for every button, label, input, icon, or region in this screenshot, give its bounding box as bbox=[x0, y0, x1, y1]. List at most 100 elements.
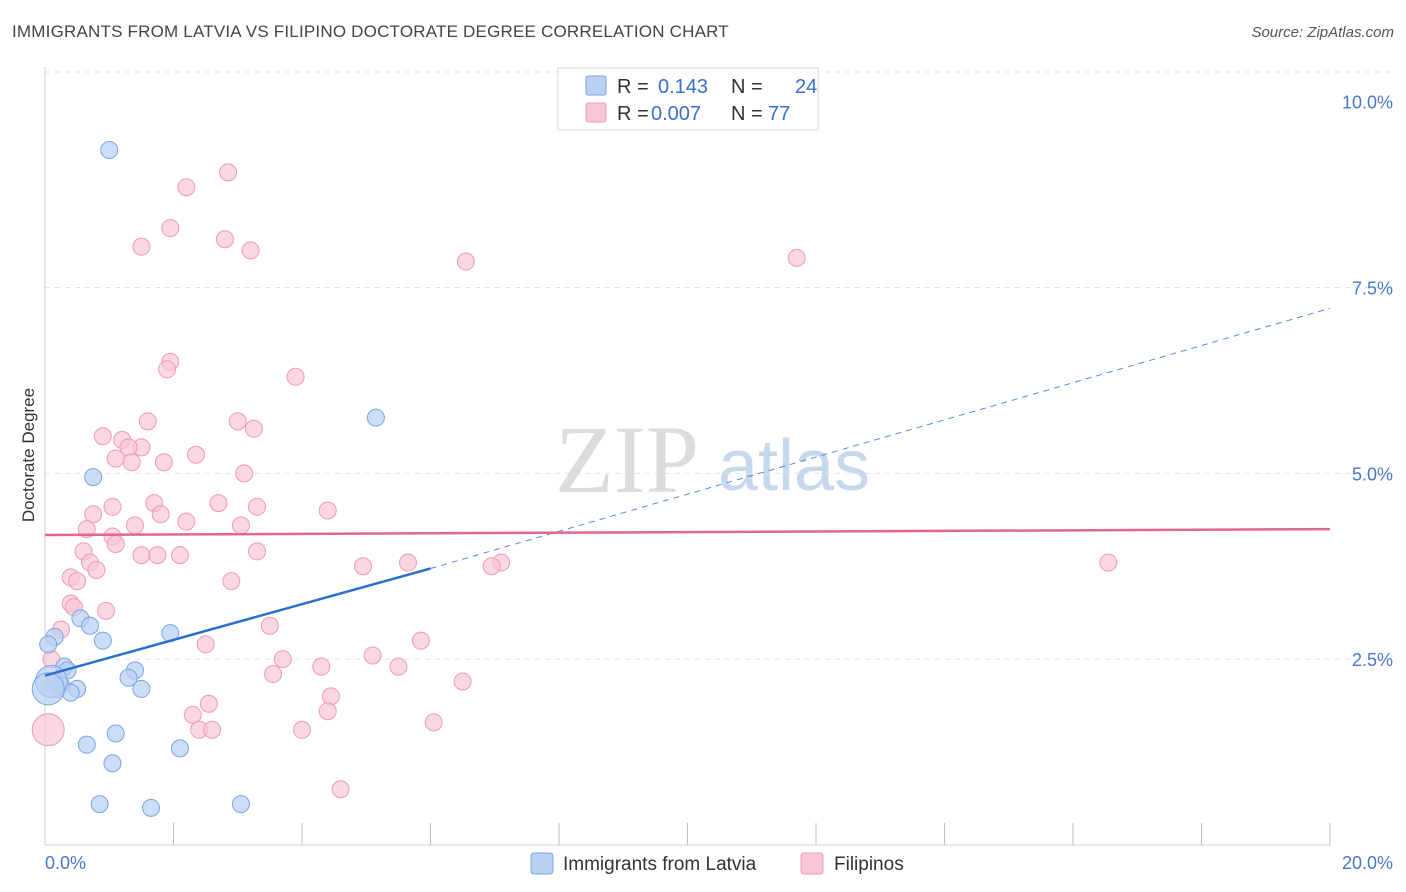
point-pink-20 bbox=[122, 453, 141, 472]
point-pink-69 bbox=[318, 702, 337, 721]
point-pink-46 bbox=[87, 560, 106, 579]
point-pink-68 bbox=[199, 694, 218, 713]
trend-line-latvia-projection bbox=[430, 307, 1331, 569]
point-pink-27 bbox=[318, 501, 337, 520]
point-blue-4 bbox=[39, 635, 58, 654]
point-pink-75 bbox=[331, 780, 350, 799]
point-pink-2 bbox=[161, 219, 180, 238]
point-blue-15 bbox=[119, 668, 138, 687]
point-pink-10 bbox=[286, 367, 305, 386]
point-pink-58 bbox=[363, 646, 382, 665]
point-pink-13 bbox=[244, 419, 263, 438]
point-pink-19 bbox=[106, 449, 125, 468]
series-latvia-points bbox=[31, 141, 385, 817]
legend-blue-r-label: R = bbox=[617, 76, 649, 98]
point-pink-14 bbox=[93, 427, 112, 446]
point-pink-38 bbox=[170, 546, 189, 565]
legend-swatch-blue bbox=[585, 75, 607, 96]
point-pink-39 bbox=[132, 546, 151, 565]
point-pink-29 bbox=[151, 505, 170, 524]
y-axis-label: Doctorate Degree bbox=[19, 388, 38, 522]
legend-blue-n-label: N = bbox=[731, 76, 763, 98]
trend-line-filipinos bbox=[44, 527, 1331, 537]
point-pink-63 bbox=[453, 672, 472, 691]
legend-pink-n-value: 77 bbox=[768, 103, 790, 125]
point-pink-31 bbox=[231, 516, 250, 535]
point-blue-20 bbox=[170, 739, 189, 758]
legend-swatch-pink bbox=[585, 102, 607, 123]
y-tick-label-1: 5.0% bbox=[1352, 464, 1393, 484]
point-blue-21 bbox=[103, 754, 122, 773]
point-blue-2 bbox=[366, 408, 385, 427]
point-pink-12 bbox=[228, 412, 247, 431]
point-blue-22 bbox=[90, 795, 109, 814]
stats-legend: R = 0.143 N = 24 R = 0.007 N = 77 bbox=[557, 67, 819, 131]
point-pink-53 bbox=[97, 601, 116, 620]
point-pink-6 bbox=[456, 252, 475, 271]
point-pink-48 bbox=[68, 572, 87, 591]
point-pink-23 bbox=[209, 494, 228, 513]
point-pink-25 bbox=[248, 497, 267, 516]
point-blue-1 bbox=[84, 468, 103, 487]
point-blue-16 bbox=[132, 679, 151, 698]
chart-title: IMMIGRANTS FROM LATVIA VS FILIPINO DOCTO… bbox=[12, 22, 729, 41]
y-tick-label-0: 2.5% bbox=[1352, 650, 1393, 670]
point-pink-67 bbox=[321, 687, 340, 706]
point-pink-73 bbox=[203, 720, 222, 739]
series-legend-label-filipinos: Filipinos bbox=[834, 854, 904, 875]
series-legend: Immigrants from Latvia Filipinos bbox=[530, 852, 904, 875]
point-pink-45 bbox=[354, 557, 373, 576]
point-pink-5 bbox=[241, 241, 260, 260]
watermark-zip: ZIP bbox=[555, 406, 699, 513]
point-pink-42 bbox=[399, 553, 418, 572]
point-blue-6 bbox=[80, 616, 99, 635]
point-pink-74 bbox=[293, 720, 311, 739]
point-blue-24 bbox=[231, 795, 250, 814]
point-pink-26 bbox=[103, 497, 122, 516]
gridlines bbox=[45, 71, 1390, 660]
point-pink-50 bbox=[1099, 553, 1118, 572]
point-pink-33 bbox=[77, 520, 96, 539]
point-pink-30 bbox=[177, 512, 196, 531]
legend-pink-r-label: R = bbox=[617, 103, 649, 125]
y-tick-label-3: 10.0% bbox=[1342, 93, 1393, 113]
point-pink-56 bbox=[196, 635, 215, 654]
point-pink-32 bbox=[125, 516, 144, 535]
series-legend-swatch-blue bbox=[530, 852, 554, 875]
point-pink-21 bbox=[154, 453, 173, 472]
point-pink-61 bbox=[389, 657, 408, 676]
point-pink-4 bbox=[215, 230, 234, 249]
point-pink-59 bbox=[273, 650, 292, 669]
tick-labels: 2.5% 5.0% 7.5% 10.0% 0.0% 20.0% bbox=[45, 93, 1393, 873]
legend-pink-r-value: 0.007 bbox=[651, 103, 701, 125]
point-pink-71 bbox=[424, 713, 443, 732]
point-pink-0 bbox=[219, 163, 238, 182]
watermark-atlas: atlas bbox=[718, 426, 870, 506]
point-pink-1 bbox=[177, 178, 196, 197]
point-pink-57 bbox=[411, 631, 430, 650]
point-blue-0 bbox=[100, 141, 119, 160]
series-legend-label-latvia: Immigrants from Latvia bbox=[563, 854, 757, 875]
point-blue-7 bbox=[93, 631, 112, 650]
x-tick-label-1: 20.0% bbox=[1342, 853, 1393, 873]
point-pink-70 bbox=[183, 705, 202, 724]
y-tick-label-2: 7.5% bbox=[1352, 279, 1393, 299]
point-blue-23 bbox=[142, 798, 161, 817]
source-label: Source: ZipAtlas.com bbox=[1251, 24, 1394, 41]
point-pink-60 bbox=[312, 657, 331, 676]
trend-line-latvia bbox=[44, 567, 431, 677]
series-legend-swatch-pink bbox=[800, 852, 824, 875]
point-pink-7 bbox=[787, 248, 806, 267]
legend-pink-n-label: N = bbox=[731, 103, 763, 125]
point-pink-3 bbox=[132, 237, 151, 256]
point-pink-76 bbox=[31, 713, 65, 747]
point-pink-44 bbox=[482, 557, 501, 576]
legend-blue-r-value: 0.143 bbox=[658, 76, 708, 98]
point-pink-49 bbox=[222, 572, 241, 591]
point-pink-11 bbox=[138, 412, 157, 431]
point-blue-19 bbox=[77, 735, 96, 754]
point-pink-18 bbox=[186, 445, 205, 464]
point-blue-25 bbox=[31, 672, 65, 706]
point-pink-35 bbox=[106, 534, 125, 553]
